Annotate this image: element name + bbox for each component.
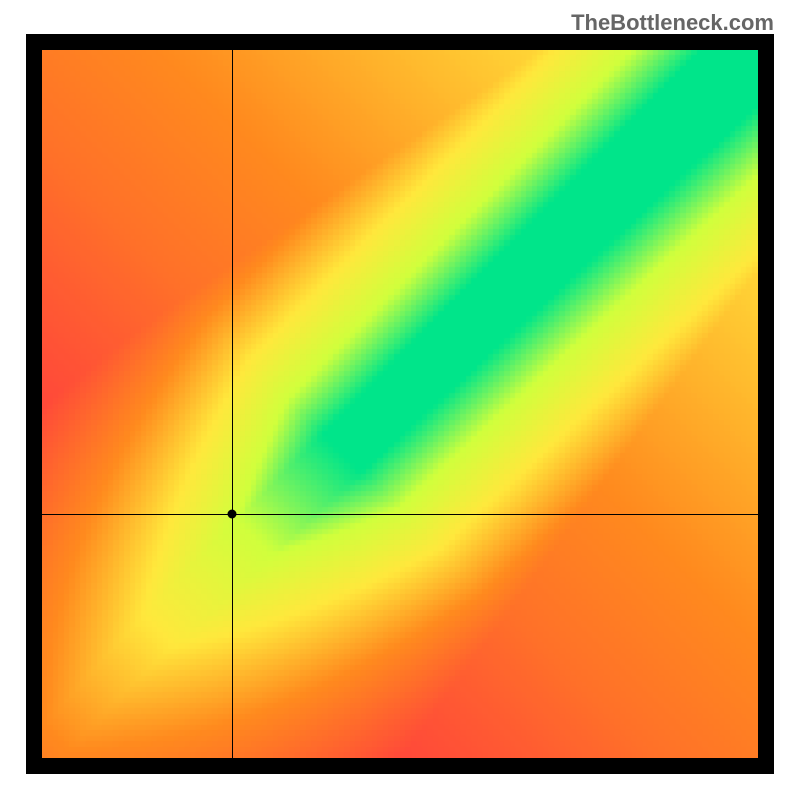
plot-frame (26, 34, 774, 774)
watermark-text: TheBottleneck.com (571, 10, 774, 36)
marker-dot (227, 509, 236, 518)
crosshair-horizontal (42, 514, 758, 515)
crosshair-vertical (232, 50, 233, 758)
heatmap-canvas (42, 50, 758, 758)
